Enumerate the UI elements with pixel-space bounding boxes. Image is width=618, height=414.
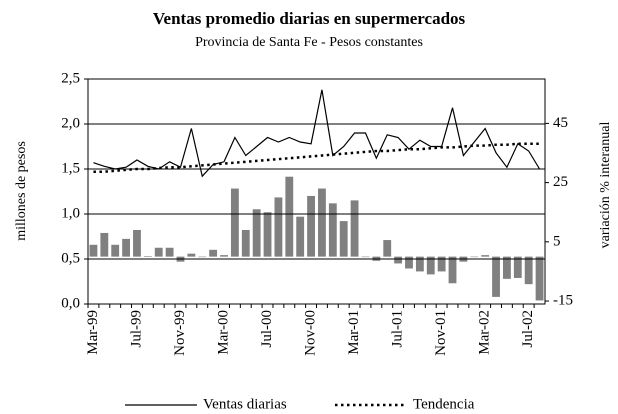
y2-axis-label: variación % interanual [598,122,613,249]
y-tick-label: 1,5 [61,160,80,176]
bar [165,247,174,257]
bar [492,256,500,297]
y-tick-label: 0,5 [61,250,80,266]
bar [405,256,413,269]
bar [426,256,435,275]
bar [328,203,337,257]
bar [448,256,457,284]
bar [230,188,239,257]
bar [470,256,479,258]
x-tick-label: Jul-02 [520,310,536,348]
x-tick-label: Mar-00 [215,310,231,355]
legend-label: Ventas diarias [203,396,287,412]
chart-title: Ventas promedio diarias en supermercados [153,9,466,28]
bar [383,240,392,257]
bar [263,212,272,257]
x-tick-label: Nov-99 [172,310,188,356]
y2-tick-label: 25 [553,174,568,190]
y-axis-label: millones de pesos [14,141,29,241]
bar [437,256,446,272]
x-tick-label: Jul-01 [390,310,406,348]
x-tick-label: Mar-99 [85,310,101,355]
chart-subtitle: Provincia de Santa Fe - Pesos constantes [195,35,423,50]
x-tick-label: Mar-01 [346,310,362,355]
plot-frame [87,78,546,305]
bar [524,256,533,285]
bar [154,247,163,257]
bar [394,256,403,264]
bar [220,255,228,257]
y-tick-label: 1,0 [61,205,80,221]
x-tick-label: Nov-01 [433,310,449,356]
bar [296,216,305,257]
x-tick-label: Jul-00 [259,310,275,348]
x-tick-label: Mar-02 [477,310,493,355]
bar [513,256,522,278]
bar [502,256,511,279]
y-tick-label: 0,0 [61,295,80,311]
x-tick-label: Jul-99 [128,310,144,348]
y2-tick-label: 5 [553,233,561,249]
bar [350,200,359,257]
bar [133,229,141,257]
bar [252,209,261,257]
bar [241,229,250,257]
bar [274,197,283,257]
bar [535,256,544,301]
legend-label: Tendencia [413,396,475,412]
bar [111,244,120,257]
bar [318,188,326,257]
bar [143,256,152,257]
line-series [93,89,541,178]
bar [285,176,294,257]
bar [307,195,315,257]
bar [415,256,424,272]
y-tick-label: 2,0 [61,115,80,131]
bar [187,253,196,257]
bar [481,255,490,257]
bar [100,232,109,257]
bar [122,238,131,257]
bar [361,256,370,258]
bar [209,249,218,257]
y-tick-label: 2,5 [61,70,80,86]
bar [339,221,348,257]
line-series [93,142,540,173]
bar [198,256,207,258]
x-tick-label: Nov-00 [302,310,318,356]
y2-tick-label: 45 [553,115,568,131]
y2-tick-label: -15 [553,292,573,308]
bar [89,244,98,257]
